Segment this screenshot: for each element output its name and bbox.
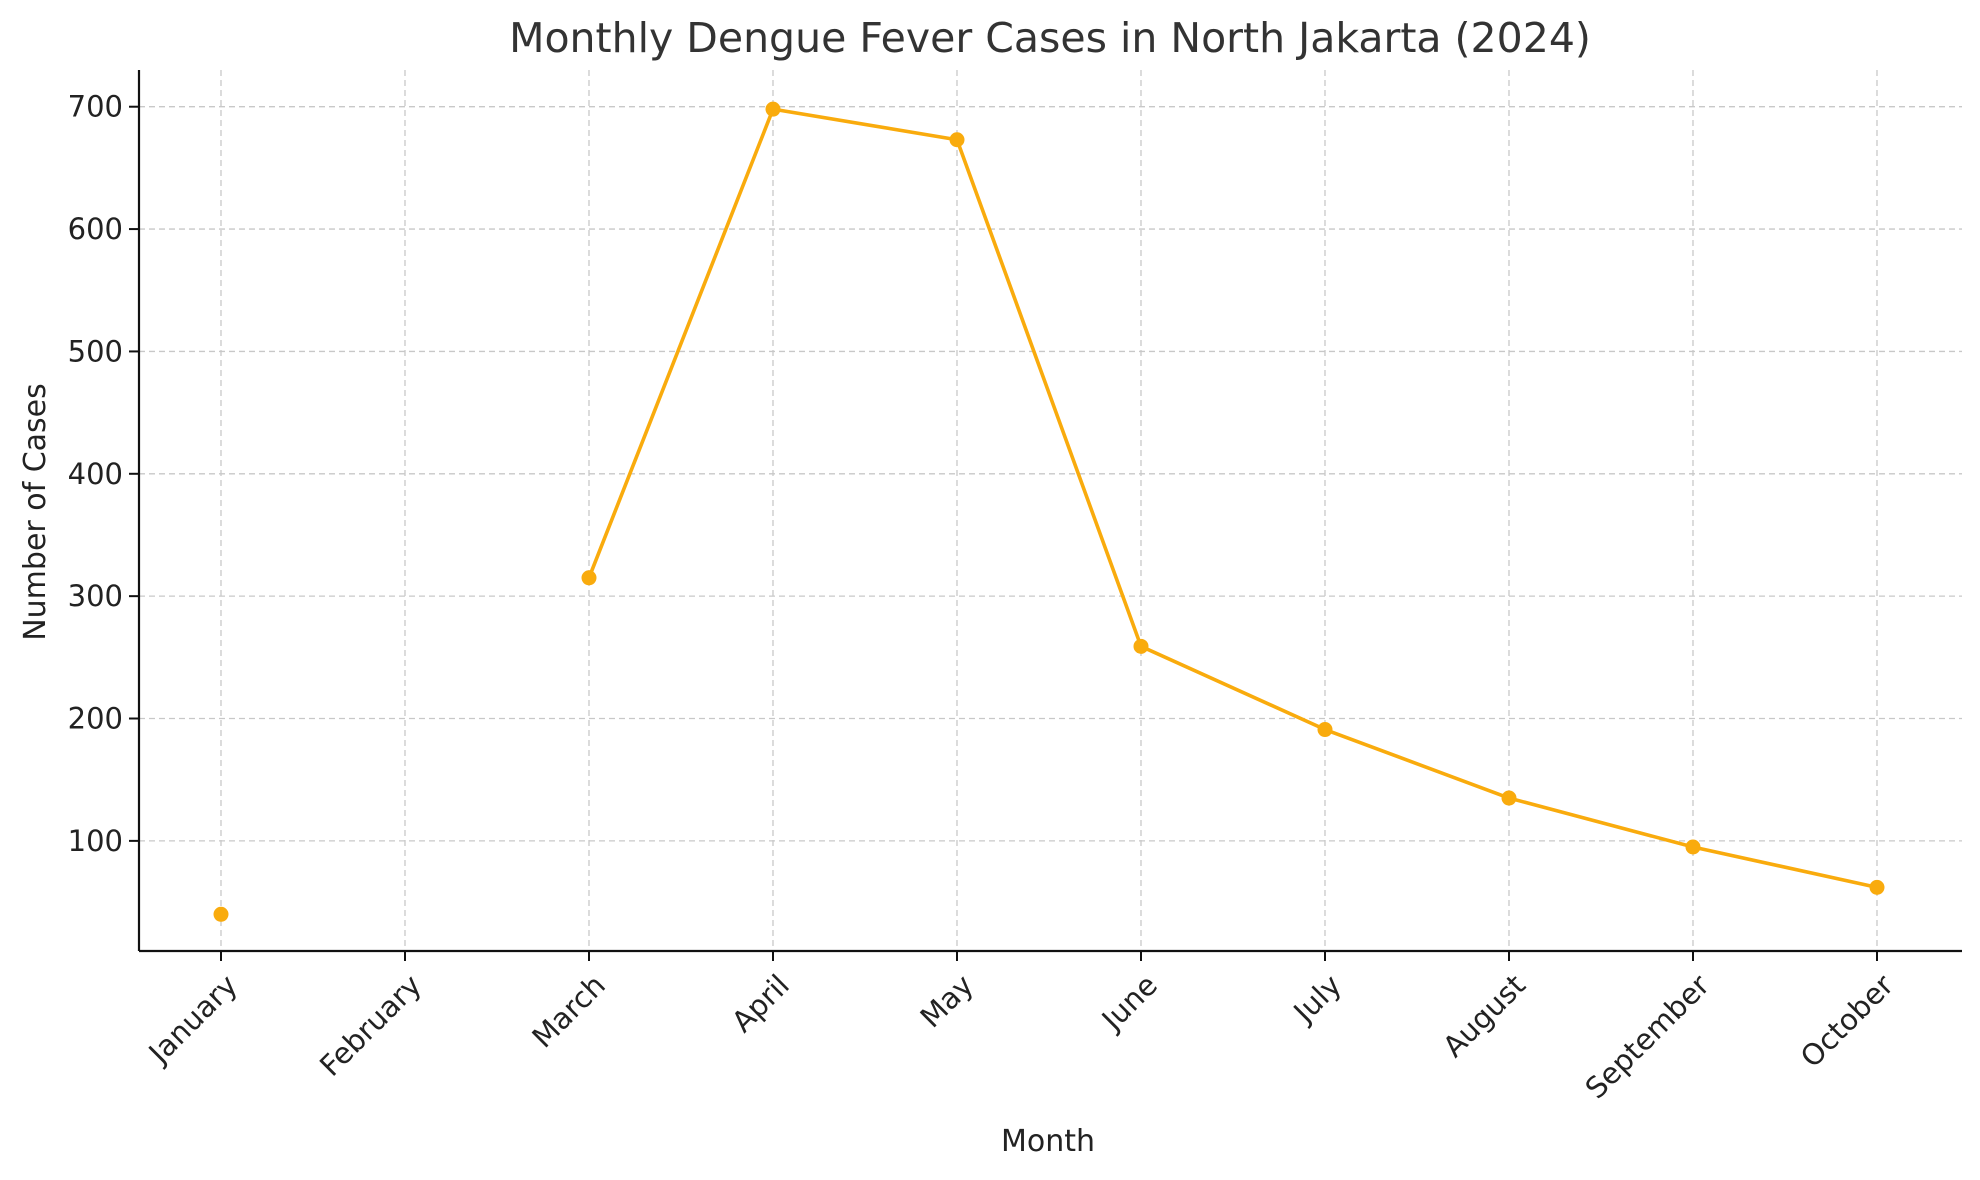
chart-title: Monthly Dengue Fever Cases in North Jaka… xyxy=(509,14,1591,62)
data-point xyxy=(1133,638,1149,654)
series-line-segment xyxy=(587,107,1878,890)
series-line xyxy=(587,107,1878,890)
y-tick-labels: 100 200 300 400 500 600 700 xyxy=(68,90,123,858)
axes xyxy=(129,70,1962,961)
data-point xyxy=(1317,722,1333,738)
x-tick-label: March xyxy=(525,968,612,1055)
data-point xyxy=(213,906,229,922)
y-tick-label: 400 xyxy=(68,457,123,491)
data-point xyxy=(1501,790,1517,806)
y-tick-label: 700 xyxy=(68,90,123,124)
x-tick-label: August xyxy=(1436,968,1532,1064)
x-tick-label: October xyxy=(1794,968,1900,1074)
x-tick-label: April xyxy=(725,968,796,1039)
x-axis-label: Month xyxy=(1001,1124,1095,1159)
y-tick-label: 200 xyxy=(68,702,123,736)
x-tick-label: July xyxy=(1286,968,1348,1030)
x-tick-label: May xyxy=(914,968,980,1034)
data-point xyxy=(949,132,965,148)
y-tick-label: 100 xyxy=(68,824,123,858)
y-axis-label: Number of Cases xyxy=(18,383,53,641)
grid-lines xyxy=(139,70,1962,951)
data-point xyxy=(765,101,781,117)
data-point xyxy=(1869,879,1885,895)
data-point xyxy=(581,570,597,586)
y-tick-label: 600 xyxy=(68,212,123,246)
data-points xyxy=(213,101,1885,922)
x-tick-labels: January February March April May June July Augu… xyxy=(141,968,1900,1105)
y-tick-label: 300 xyxy=(68,579,123,613)
data-point xyxy=(1685,839,1701,855)
y-tick-label: 500 xyxy=(68,334,123,368)
x-tick-label: June xyxy=(1094,968,1164,1038)
x-tick-label: January xyxy=(141,968,244,1071)
x-tick-label: September xyxy=(1579,968,1716,1105)
x-tick-label: February xyxy=(313,968,428,1083)
